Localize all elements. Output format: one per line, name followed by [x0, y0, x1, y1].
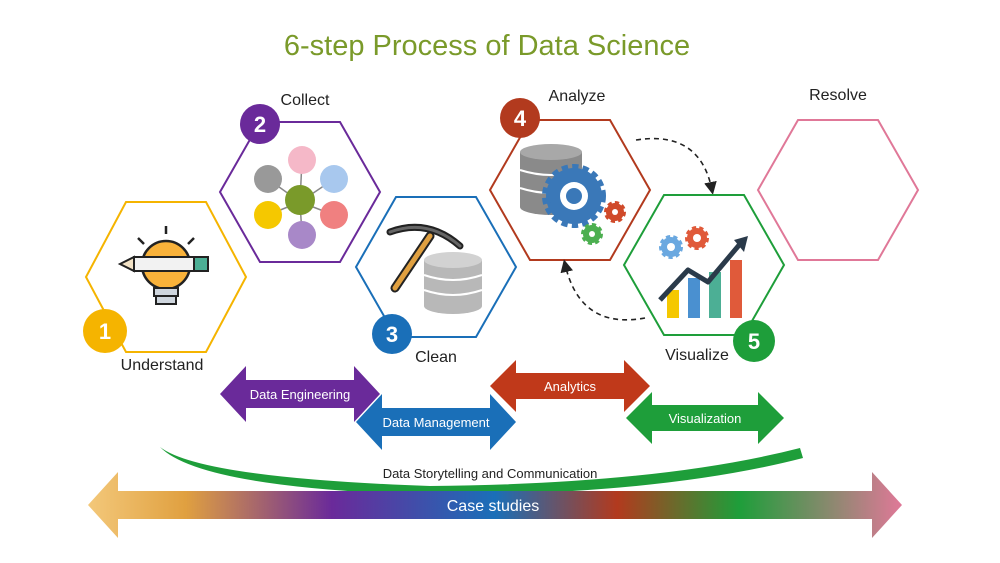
- database-gears-icon: [519, 144, 626, 245]
- step-number-1: 1: [99, 319, 111, 344]
- arrow-label-data-management: Data Management: [383, 415, 490, 430]
- step-number-3: 3: [386, 322, 398, 347]
- pickaxe-database-icon: [386, 223, 483, 314]
- storytelling-swoosh: [160, 447, 803, 495]
- step-badge-4: [500, 98, 540, 138]
- case-studies-arrow: [88, 472, 902, 538]
- lightbulb-pencil-icon: [117, 226, 209, 305]
- cycle-arrow-to-visualize: [635, 137, 717, 195]
- cycle-arrow-to-analyze: [560, 259, 646, 321]
- step-label-clean: Clean: [415, 349, 457, 366]
- arrow-data-management: [356, 394, 516, 450]
- arrow-label-analytics: Analytics: [544, 379, 597, 394]
- step-badge-1: [83, 309, 127, 353]
- hexagon-resolve: [756, 119, 920, 261]
- growth-chart-icon: [658, 226, 748, 318]
- step-label-visualize: Visualize: [665, 347, 729, 364]
- arrow-label-data-engineering: Data Engineering: [250, 387, 350, 402]
- arrow-visualization: [626, 392, 784, 444]
- step-number-2: 2: [254, 112, 266, 137]
- step-badge-3: [372, 314, 412, 354]
- step-label-resolve: Resolve: [809, 87, 867, 104]
- case-studies-label: Case studies: [447, 498, 540, 515]
- arrow-label-visualization: Visualization: [669, 411, 742, 426]
- hexagon-visualize: [622, 194, 786, 336]
- storytelling-label: Data Storytelling and Communication: [383, 466, 598, 481]
- step-badge-2: [240, 104, 280, 144]
- step-label-analyze: Analyze: [549, 88, 606, 105]
- arrow-analytics: [490, 360, 650, 412]
- step-number-4: 4: [514, 106, 527, 131]
- step-number-5: 5: [748, 329, 760, 354]
- network-nodes-icon: [254, 146, 348, 249]
- step-badge-5: [733, 320, 775, 362]
- step-label-collect: Collect: [281, 92, 330, 109]
- step-label-understand: Understand: [121, 357, 204, 374]
- arrow-data-engineering: [220, 366, 380, 422]
- page-title: 6-step Process of Data Science: [284, 30, 690, 62]
